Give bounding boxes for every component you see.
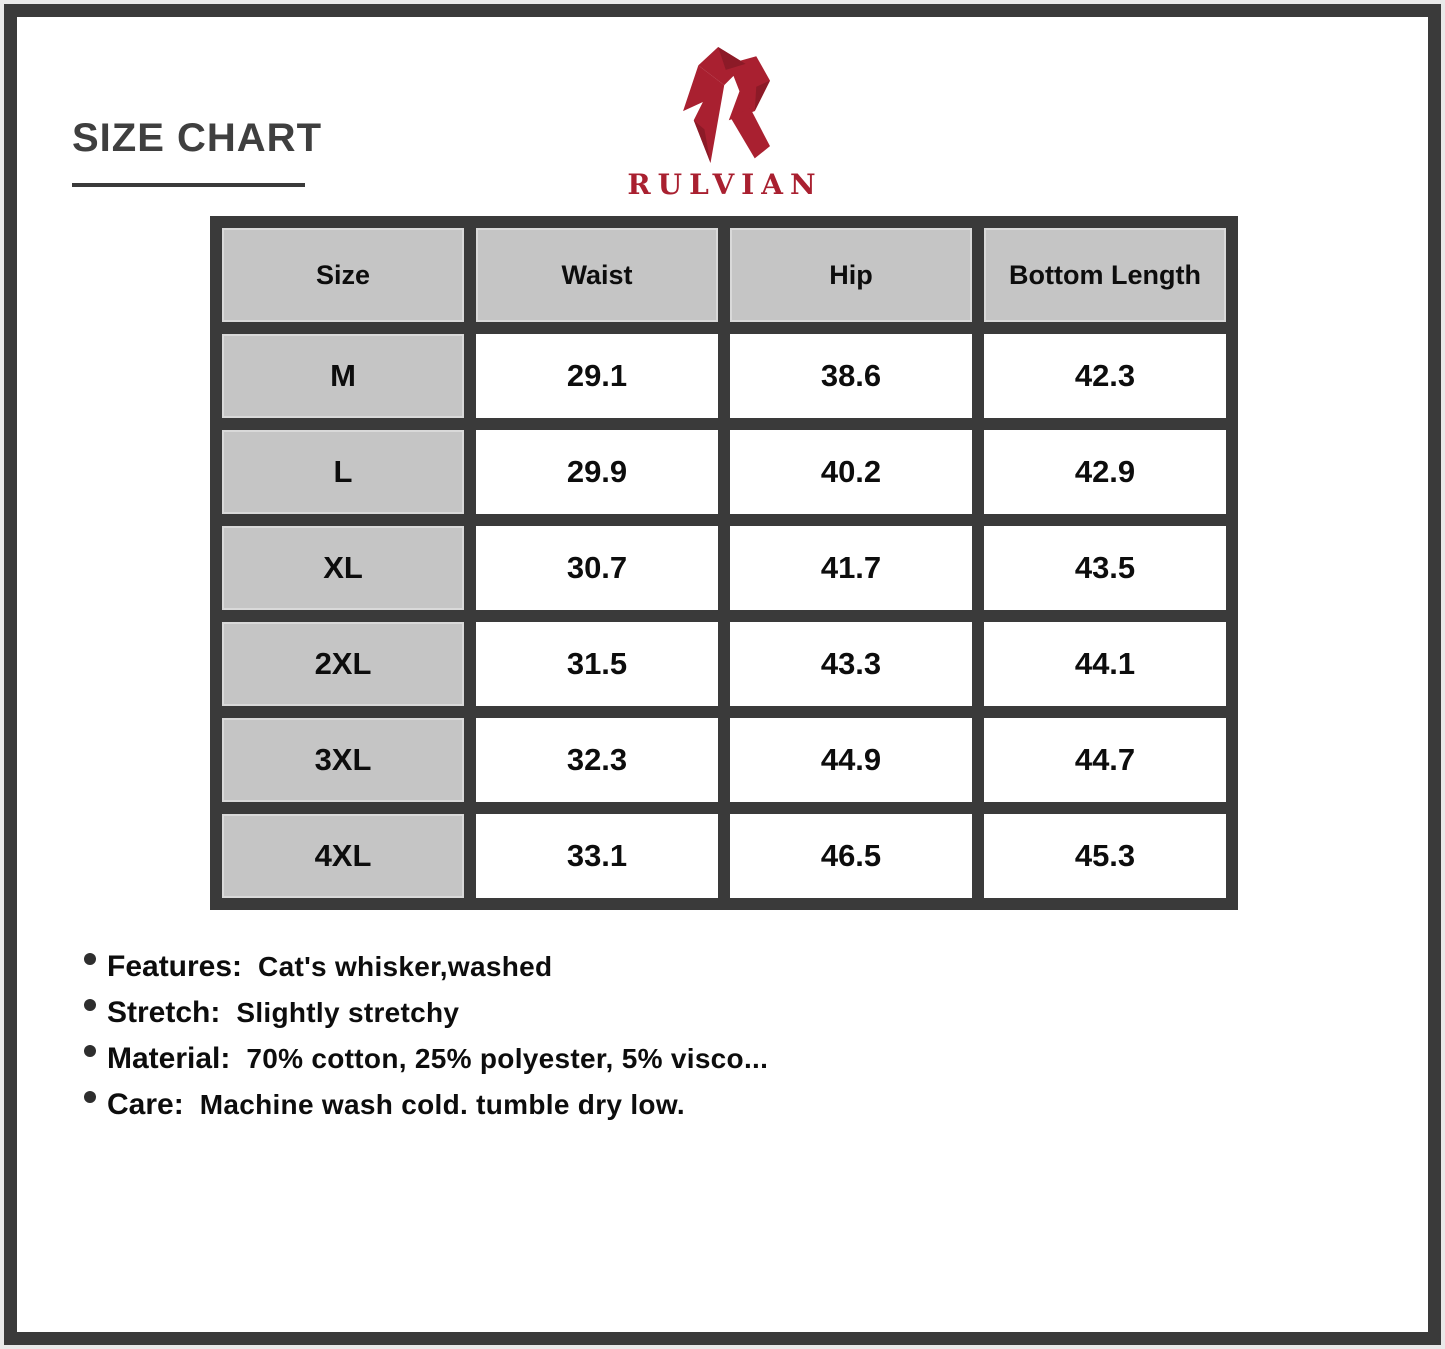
page-title: SIZE CHART <box>72 116 322 160</box>
detail-label: Material: <box>107 1042 231 1075</box>
brand-block: RULVIAN <box>570 44 880 201</box>
bullet-icon <box>84 1045 96 1057</box>
column-header-bottom-length: Bottom Length <box>984 228 1226 322</box>
table-cell-waist: 29.1 <box>476 334 718 418</box>
table-cell-hip: 41.7 <box>730 526 972 610</box>
detail-value: Cat's whisker,washed <box>258 951 553 982</box>
detail-value: Machine wash cold. tumble dry low. <box>199 1089 685 1120</box>
table-cell-waist: 32.3 <box>476 718 718 802</box>
column-header-size: Size <box>222 228 464 322</box>
row-label: M <box>222 334 464 418</box>
table-cell-hip: 44.9 <box>730 718 972 802</box>
brand-logo-icon <box>683 47 770 163</box>
detail-label: Care: <box>107 1088 184 1121</box>
column-header-hip: Hip <box>730 228 972 322</box>
table-cell-bottom-length: 44.7 <box>984 718 1226 802</box>
detail-value: Slightly stretchy <box>236 997 460 1028</box>
table-cell-hip: 40.2 <box>730 430 972 514</box>
table-cell-waist: 33.1 <box>476 814 718 898</box>
table-cell-bottom-length: 44.1 <box>984 622 1226 706</box>
table-cell-hip: 38.6 <box>730 334 972 418</box>
table-cell-bottom-length: 42.3 <box>984 334 1226 418</box>
table-cell-hip: 46.5 <box>730 814 972 898</box>
title-underline <box>72 183 305 187</box>
table-cell-bottom-length: 43.5 <box>984 526 1226 610</box>
list-item: Stretch: Slightly stretchy <box>84 990 768 1036</box>
detail-value: 70% cotton, 25% polyester, 5% visco... <box>246 1043 769 1074</box>
table-cell-waist: 30.7 <box>476 526 718 610</box>
row-label: 4XL <box>222 814 464 898</box>
detail-label: Stretch: <box>107 996 221 1029</box>
list-item: Features: Cat's whisker,washed <box>84 944 768 990</box>
column-header-waist: Waist <box>476 228 718 322</box>
row-label: L <box>222 430 464 514</box>
list-item: Material: 70% cotton, 25% polyester, 5% … <box>84 1036 768 1082</box>
row-label: 3XL <box>222 718 464 802</box>
bullet-icon <box>84 953 96 965</box>
size-chart-table: Size Waist Hip Bottom Length M 29.1 38.6… <box>210 216 1238 910</box>
bullet-icon <box>84 1091 96 1103</box>
brand-name: RULVIAN <box>627 168 823 201</box>
table-cell-hip: 43.3 <box>730 622 972 706</box>
list-item: Care: Machine wash cold. tumble dry low. <box>84 1082 768 1128</box>
row-label: XL <box>222 526 464 610</box>
table-cell-bottom-length: 42.9 <box>984 430 1226 514</box>
table-cell-waist: 31.5 <box>476 622 718 706</box>
table-cell-bottom-length: 45.3 <box>984 814 1226 898</box>
row-label: 2XL <box>222 622 464 706</box>
bullet-icon <box>84 999 96 1011</box>
detail-label: Features: <box>107 950 243 983</box>
product-details-list: Features: Cat's whisker,washed Stretch: … <box>84 944 768 1128</box>
table-cell-waist: 29.9 <box>476 430 718 514</box>
